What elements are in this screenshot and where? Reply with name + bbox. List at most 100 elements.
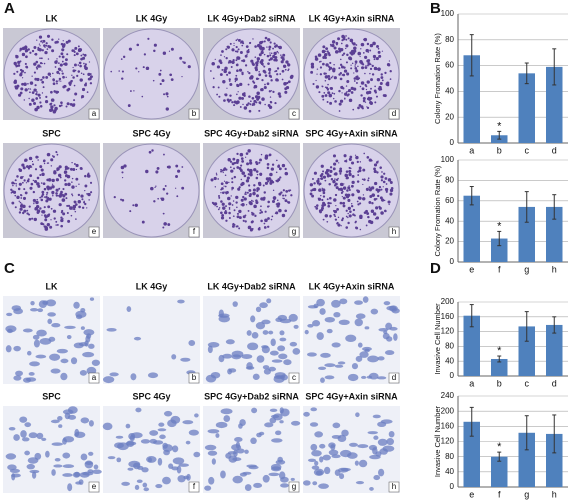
colony: [61, 55, 65, 59]
colony: [47, 178, 52, 182]
cell: [172, 457, 185, 465]
colony: [264, 210, 267, 213]
colony: [324, 214, 329, 218]
colony: [335, 186, 339, 190]
colony: [25, 182, 28, 184]
colony: [326, 88, 329, 91]
colony: [68, 81, 72, 85]
cell: [9, 468, 21, 474]
colony: [371, 73, 375, 76]
colony: [341, 92, 343, 94]
colony: [71, 177, 74, 180]
colony: [38, 35, 43, 39]
colony: [175, 175, 179, 178]
cell: [320, 352, 331, 358]
cell: [275, 459, 286, 465]
image-title: LK 4Gy+Axin siRNA: [309, 13, 395, 23]
colony: [52, 82, 56, 86]
cell: [251, 407, 258, 414]
colony: [243, 197, 247, 201]
colony: [268, 58, 271, 62]
y-tick-label: 20: [445, 112, 454, 121]
colony: [361, 87, 365, 91]
x-tick-label: f: [498, 264, 501, 274]
cell: [385, 322, 393, 330]
colony: [187, 65, 191, 69]
cell: [241, 354, 253, 359]
cell: [21, 437, 30, 442]
colony: [88, 199, 90, 201]
colony: [40, 78, 43, 81]
colony: [343, 183, 345, 185]
cell: [149, 430, 159, 436]
colony: [86, 173, 90, 176]
colony: [235, 195, 239, 200]
cell: [186, 473, 191, 481]
cell: [168, 463, 174, 469]
colony: [366, 156, 370, 159]
colony: [40, 66, 42, 68]
colony: [337, 216, 340, 219]
colony: [313, 182, 316, 185]
cell: [288, 313, 298, 322]
colony: [258, 70, 260, 73]
cell: [307, 305, 318, 309]
colony: [366, 80, 370, 84]
colony: [252, 191, 256, 196]
colony: [277, 52, 280, 54]
colony: [31, 91, 35, 94]
image-title: SPC: [42, 128, 61, 138]
colony: [373, 197, 377, 201]
colony: [219, 61, 223, 65]
cell: [354, 300, 363, 305]
cell: [244, 449, 249, 454]
colony: [138, 71, 140, 73]
colony: [342, 186, 347, 190]
colony: [26, 212, 29, 215]
colony: [46, 48, 49, 50]
colony: [34, 84, 37, 87]
colony: [37, 159, 39, 161]
colony: [55, 188, 59, 192]
colony: [36, 198, 38, 201]
y-tick-label: 160: [441, 421, 455, 430]
cell: [355, 412, 360, 418]
colony: [352, 208, 356, 212]
image-title: LK: [46, 281, 58, 291]
cell: [280, 476, 289, 483]
colony: [28, 165, 32, 169]
colony: [381, 50, 384, 52]
colony: [113, 195, 116, 199]
colony: [329, 169, 333, 173]
colony: [237, 187, 241, 191]
cell: [6, 312, 13, 317]
colony: [329, 166, 333, 169]
cell: [244, 484, 252, 491]
colony: [209, 70, 212, 72]
colony: [380, 175, 384, 179]
colony: [233, 175, 237, 179]
colony: [258, 109, 261, 112]
colony: [370, 87, 372, 90]
cell: [326, 328, 333, 334]
colony: [389, 70, 392, 73]
colony: [41, 172, 45, 177]
cell: [7, 464, 17, 471]
colony: [388, 203, 390, 206]
cell: [227, 368, 233, 375]
colony: [355, 69, 359, 73]
colony: [50, 207, 53, 210]
colony: [255, 176, 259, 180]
cell: [135, 407, 142, 413]
cell: [275, 317, 283, 323]
cell: [128, 433, 136, 440]
colony: [267, 200, 270, 204]
image: [103, 28, 200, 120]
image-title: LK 4Gy+Dab2 siRNA: [207, 281, 296, 291]
colony: [55, 194, 58, 197]
colony: [77, 70, 81, 73]
colony: [25, 65, 28, 69]
colony: [280, 54, 282, 56]
colony: [54, 106, 58, 111]
colony: [341, 184, 344, 187]
